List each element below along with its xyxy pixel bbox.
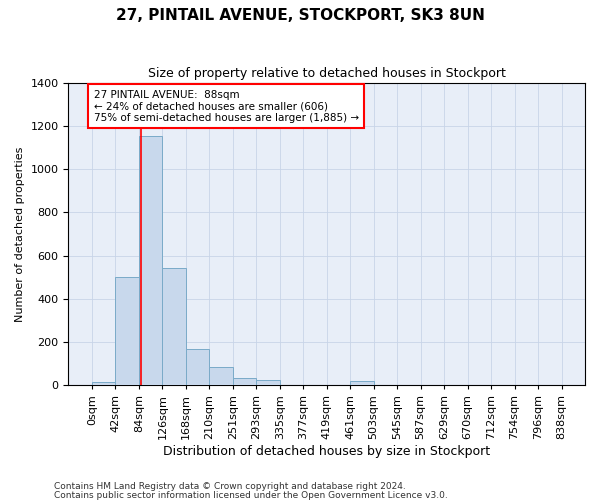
Bar — [163, 268, 186, 385]
Bar — [115, 277, 139, 385]
Text: 27 PINTAIL AVENUE:  88sqm
← 24% of detached houses are smaller (606)
75% of semi: 27 PINTAIL AVENUE: 88sqm ← 24% of detach… — [94, 90, 359, 122]
Text: Contains HM Land Registry data © Crown copyright and database right 2024.: Contains HM Land Registry data © Crown c… — [54, 482, 406, 491]
Text: Contains public sector information licensed under the Open Government Licence v3: Contains public sector information licen… — [54, 490, 448, 500]
Bar — [209, 367, 233, 385]
Y-axis label: Number of detached properties: Number of detached properties — [15, 146, 25, 322]
X-axis label: Distribution of detached houses by size in Stockport: Distribution of detached houses by size … — [163, 444, 490, 458]
Bar — [256, 380, 280, 385]
Bar — [233, 378, 256, 385]
Bar — [139, 136, 163, 385]
Bar — [350, 380, 374, 385]
Text: 27, PINTAIL AVENUE, STOCKPORT, SK3 8UN: 27, PINTAIL AVENUE, STOCKPORT, SK3 8UN — [116, 8, 484, 22]
Bar — [186, 350, 209, 385]
Title: Size of property relative to detached houses in Stockport: Size of property relative to detached ho… — [148, 68, 506, 80]
Bar — [92, 382, 115, 385]
